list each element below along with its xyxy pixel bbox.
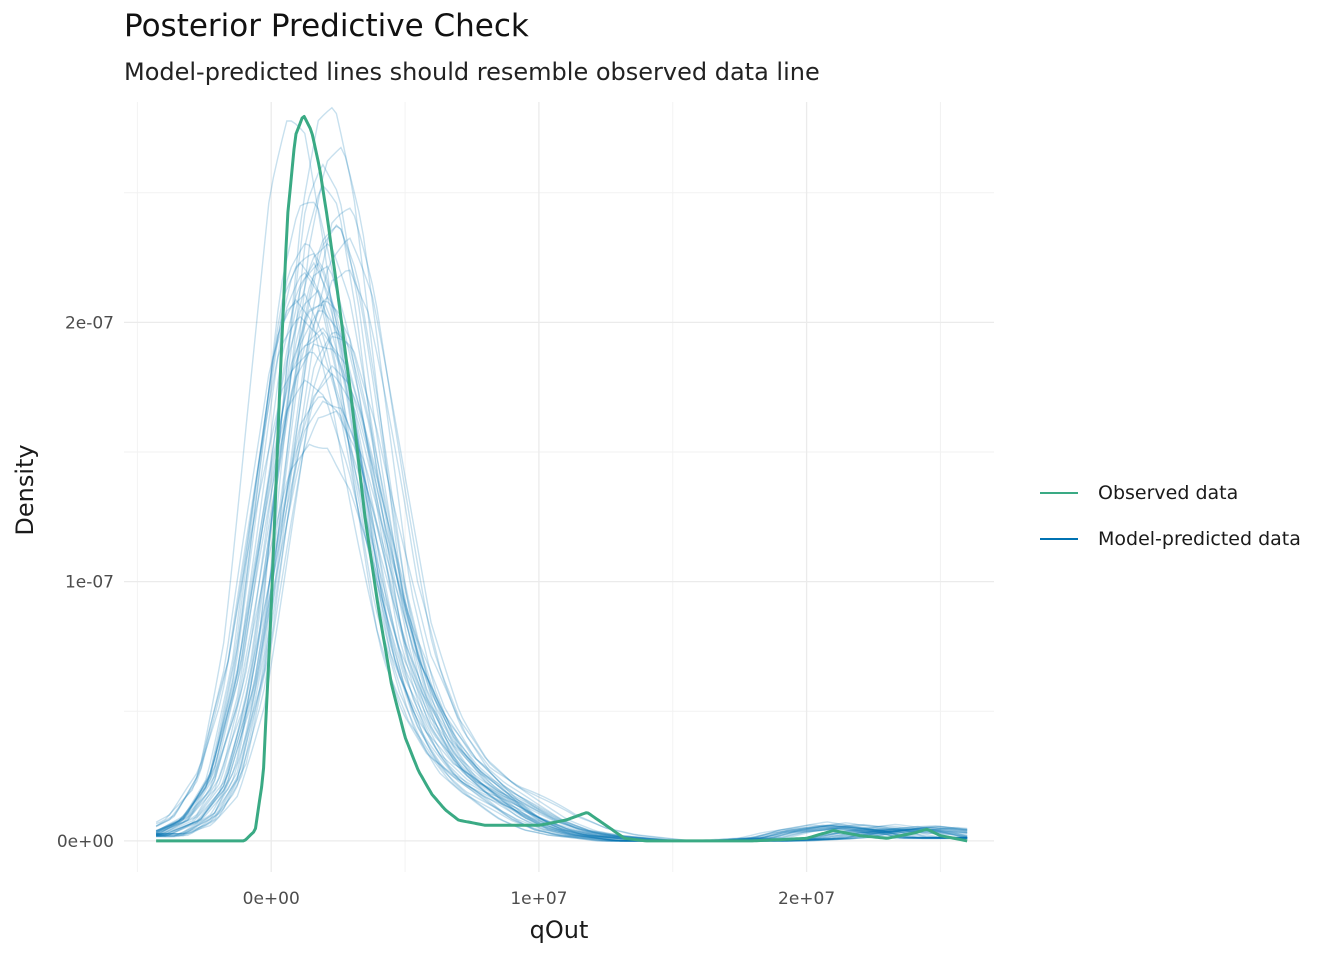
y-axis-title: Density bbox=[11, 444, 39, 535]
x-tick-label: 1e+07 bbox=[510, 889, 567, 909]
model-predicted-line bbox=[156, 331, 968, 842]
model-predicted-line bbox=[156, 300, 968, 842]
model-predicted-line bbox=[155, 331, 968, 842]
major-gridlines bbox=[124, 102, 994, 872]
model-predicted-line bbox=[155, 242, 968, 842]
model-predicted-line bbox=[155, 327, 968, 842]
x-tick-label: 0e+00 bbox=[243, 889, 300, 909]
x-axis-ticks: 0e+00 1e+07 2e+07 bbox=[243, 889, 836, 909]
model-predicted-line bbox=[155, 292, 968, 842]
legend: Observed data Model-predicted data bbox=[1040, 470, 1301, 562]
model-predicted-line bbox=[155, 201, 968, 842]
observed-line-group bbox=[156, 115, 968, 843]
model-predicted-line bbox=[156, 410, 968, 842]
observed-line bbox=[156, 115, 968, 843]
legend-key-predicted bbox=[1040, 538, 1078, 540]
legend-label-observed: Observed data bbox=[1098, 482, 1239, 504]
chart-subtitle: Model-predicted lines should resemble ob… bbox=[124, 58, 820, 86]
legend-label-predicted: Model-predicted data bbox=[1098, 528, 1301, 550]
model-predicted-line bbox=[156, 303, 968, 842]
y-tick-label: 2e-07 bbox=[65, 313, 114, 333]
model-predicted-line bbox=[155, 296, 968, 842]
model-predicted-line bbox=[156, 224, 968, 842]
x-tick-label: 2e+07 bbox=[778, 889, 835, 909]
model-predicted-line bbox=[156, 146, 968, 842]
model-predicted-line bbox=[155, 262, 968, 842]
model-predicted-line bbox=[156, 237, 968, 842]
model-predicted-line bbox=[155, 379, 968, 842]
y-tick-label: 1e-07 bbox=[65, 573, 114, 593]
model-predicted-line bbox=[155, 252, 968, 842]
model-predicted-line bbox=[155, 372, 968, 842]
model-predicted-line bbox=[155, 443, 968, 842]
model-predicted-line bbox=[155, 271, 968, 842]
model-predicted-line bbox=[155, 298, 968, 842]
model-predicted-line bbox=[155, 261, 968, 842]
y-tick-label: 0e+00 bbox=[57, 832, 114, 852]
model-predicted-line bbox=[156, 243, 968, 842]
model-predicted-line bbox=[156, 207, 968, 842]
minor-gridlines bbox=[124, 102, 994, 872]
model-predicted-line bbox=[156, 106, 968, 842]
y-axis-ticks: 0e+00 1e-07 2e-07 bbox=[57, 313, 114, 852]
legend-item-observed: Observed data bbox=[1040, 470, 1301, 516]
model-predicted-line bbox=[155, 289, 968, 842]
legend-key-observed bbox=[1040, 492, 1078, 494]
model-predicted-line bbox=[156, 269, 968, 842]
model-predicted-line bbox=[155, 120, 968, 842]
chart-title: Posterior Predictive Check bbox=[124, 8, 529, 44]
legend-item-predicted: Model-predicted data bbox=[1040, 516, 1301, 562]
model-predicted-line bbox=[156, 265, 968, 842]
x-axis-title: qOut bbox=[530, 916, 589, 944]
model-predicted-line bbox=[156, 400, 968, 842]
model-predicted-line bbox=[156, 184, 968, 842]
model-predicted-line bbox=[156, 163, 968, 842]
model-predicted-line bbox=[156, 335, 968, 842]
model-predicted-line bbox=[155, 315, 968, 842]
